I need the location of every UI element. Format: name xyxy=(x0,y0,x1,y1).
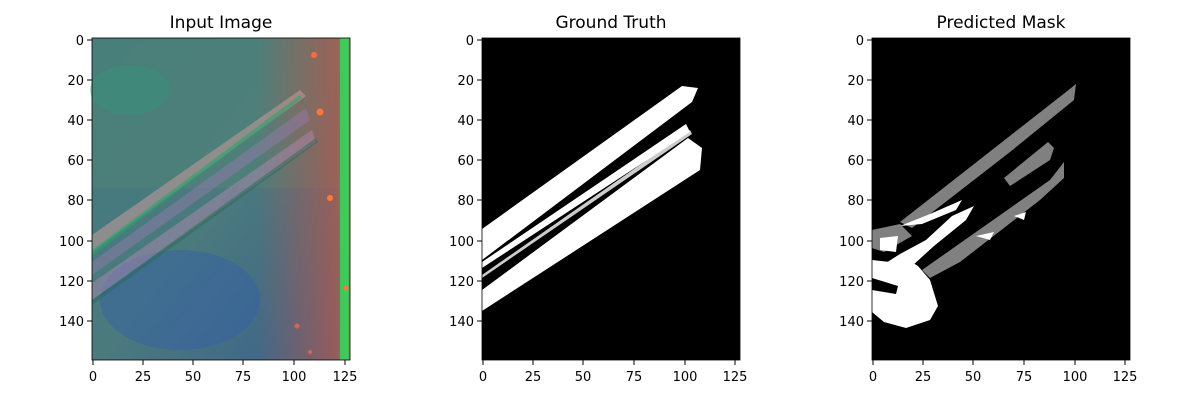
panel-ground-truth: Ground Truth 0 20 40 60 80 100 120 140 0… xyxy=(449,13,747,385)
x-tick-label: 0 xyxy=(89,370,97,385)
y-tick-label: 80 xyxy=(847,194,864,209)
x-tick-label: 50 xyxy=(965,370,982,385)
x-axis: 0 25 50 75 100 125 xyxy=(479,360,748,385)
y-tick-label: 120 xyxy=(839,275,864,290)
y-tick-label: 140 xyxy=(839,315,864,330)
y-tick-label: 20 xyxy=(847,74,864,89)
x-tick-label: 0 xyxy=(479,370,487,385)
y-tick-label: 80 xyxy=(457,194,474,209)
x-tick-label: 75 xyxy=(235,370,252,385)
x-tick-label: 75 xyxy=(626,370,643,385)
panel-input-image: Input Image 0 20 40 60 8 xyxy=(59,13,357,385)
y-tick-label: 20 xyxy=(67,74,84,89)
y-tick-label: 120 xyxy=(59,275,84,290)
y-tick-label: 100 xyxy=(449,235,474,250)
y-tick-label: 60 xyxy=(457,154,474,169)
y-tick-label: 40 xyxy=(847,114,864,129)
y-tick-label: 40 xyxy=(67,114,84,129)
y-axis: 0 20 40 60 80 100 120 140 xyxy=(59,34,92,330)
y-tick-label: 20 xyxy=(457,74,474,89)
y-axis: 0 20 40 60 80 100 120 140 xyxy=(839,34,872,330)
panel-title: Predicted Mask xyxy=(937,13,1066,33)
panel-title: Ground Truth xyxy=(555,13,666,33)
x-tick-label: 125 xyxy=(1113,370,1138,385)
y-axis: 0 20 40 60 80 100 120 140 xyxy=(449,34,482,330)
x-tick-label: 75 xyxy=(1016,370,1033,385)
x-tick-label: 25 xyxy=(135,370,152,385)
panel-title: Input Image xyxy=(170,13,273,33)
y-tick-label: 0 xyxy=(466,34,474,49)
x-tick-label: 50 xyxy=(575,370,592,385)
x-tick-label: 0 xyxy=(869,370,877,385)
x-tick-label: 100 xyxy=(282,370,307,385)
predicted-mask xyxy=(872,38,1130,360)
ground-truth-mask xyxy=(482,38,740,360)
x-tick-label: 125 xyxy=(333,370,358,385)
y-tick-label: 80 xyxy=(67,194,84,209)
panel-predicted-mask: Predicted Mask 0 20 40 60 80 100 120 140 xyxy=(839,13,1137,385)
y-tick-label: 40 xyxy=(457,114,474,129)
y-tick-label: 140 xyxy=(59,315,84,330)
x-tick-label: 100 xyxy=(673,370,698,385)
y-tick-label: 100 xyxy=(59,235,84,250)
y-tick-label: 0 xyxy=(76,34,84,49)
y-tick-label: 120 xyxy=(449,275,474,290)
x-tick-label: 100 xyxy=(1063,370,1088,385)
x-tick-label: 25 xyxy=(525,370,542,385)
y-tick-label: 0 xyxy=(856,34,864,49)
x-tick-label: 50 xyxy=(185,370,202,385)
y-tick-label: 60 xyxy=(67,154,84,169)
x-axis: 0 25 50 75 100 125 xyxy=(89,360,358,385)
y-tick-label: 100 xyxy=(839,235,864,250)
y-tick-label: 140 xyxy=(449,315,474,330)
x-tick-label: 125 xyxy=(723,370,748,385)
input-image xyxy=(90,38,350,360)
x-axis: 0 25 50 75 100 125 xyxy=(869,360,1138,385)
y-tick-label: 60 xyxy=(847,154,864,169)
x-tick-label: 25 xyxy=(915,370,932,385)
